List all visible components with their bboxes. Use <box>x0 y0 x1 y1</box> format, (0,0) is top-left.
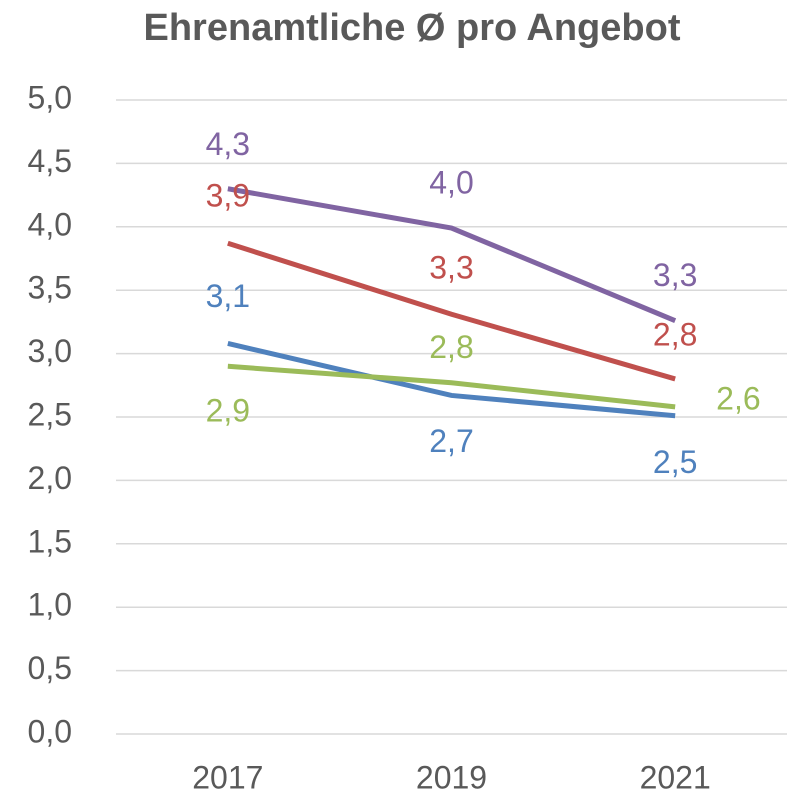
series-line <box>227 363 676 410</box>
y-tick-label: 4,0 <box>28 206 72 242</box>
y-tick-label: 2,0 <box>28 460 72 496</box>
y-tick-label: 0,0 <box>28 713 72 749</box>
data-label: 4,0 <box>429 165 473 201</box>
y-tick-label: 4,5 <box>28 143 72 179</box>
data-label: 2,6 <box>716 380 760 416</box>
series-line <box>227 341 676 419</box>
data-label: 3,3 <box>429 250 473 286</box>
data-label: 3,3 <box>653 257 697 293</box>
y-tick-label: 3,5 <box>28 270 72 306</box>
data-label: 2,8 <box>429 329 473 365</box>
x-tick-label: 2019 <box>416 759 487 795</box>
x-tick-label: 2017 <box>192 759 263 795</box>
chart-title: Ehrenamtliche Ø pro Angebot <box>144 7 681 49</box>
data-label: 2,8 <box>653 316 697 352</box>
series-line <box>227 240 676 382</box>
data-label: 2,7 <box>429 423 473 459</box>
y-tick-label: 1,0 <box>28 587 72 623</box>
y-tick-label: 0,5 <box>28 650 72 686</box>
data-label: 4,3 <box>206 126 250 162</box>
data-label: 2,5 <box>653 444 697 480</box>
series-line <box>227 186 677 323</box>
y-tick-label: 2,5 <box>28 396 72 432</box>
x-tick-label: 2021 <box>640 759 711 795</box>
y-tick-label: 3,0 <box>28 333 72 369</box>
y-tick-label: 1,5 <box>28 523 72 559</box>
data-label: 3,1 <box>206 278 250 314</box>
data-label: 2,9 <box>206 393 250 429</box>
y-tick-label: 5,0 <box>28 79 72 115</box>
data-label: 3,9 <box>206 178 250 214</box>
